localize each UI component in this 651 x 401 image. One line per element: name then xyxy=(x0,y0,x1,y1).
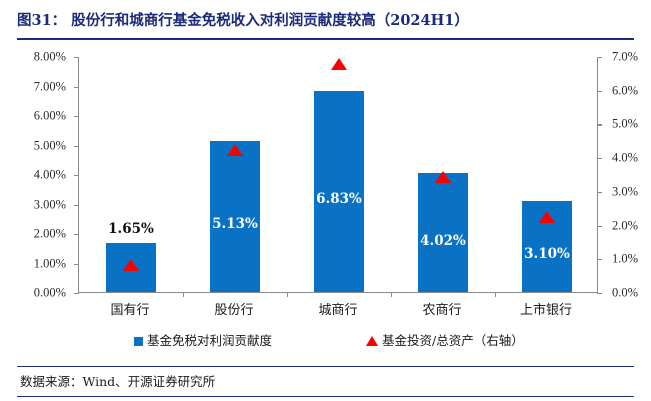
right-axis-tick xyxy=(597,90,602,92)
left-axis-tick xyxy=(74,293,79,295)
left-axis-tick-label: 2.00% xyxy=(33,226,66,241)
data-marker-triangle[interactable] xyxy=(435,171,451,184)
right-axis-tick xyxy=(597,293,602,295)
left-axis-tick-label: 0.00% xyxy=(33,285,66,300)
bar-value-label: 3.10% xyxy=(524,246,570,263)
plot-area: 1.65% 5.13% 6.83% 4.02% 3.10% xyxy=(74,57,602,297)
left-axis-tick-label: 4.00% xyxy=(33,167,66,182)
bar[interactable] xyxy=(314,90,364,292)
legend-item-bars: 基金免税对利润贡献度 xyxy=(134,333,272,349)
right-axis-tick-label: 7.0% xyxy=(612,49,639,64)
right-axis-tick-label: 6.0% xyxy=(612,83,639,98)
left-axis-tick xyxy=(74,116,79,118)
left-axis-tick xyxy=(74,234,79,236)
title-divider xyxy=(17,38,634,40)
x-axis-tick xyxy=(495,292,497,297)
right-axis-tick-label: 2.0% xyxy=(612,218,639,233)
right-axis-tick xyxy=(597,191,602,194)
x-axis-tick xyxy=(183,292,185,297)
bar[interactable] xyxy=(210,140,260,292)
right-axis-tick-label: 4.0% xyxy=(612,150,639,165)
right-axis-tick xyxy=(597,57,602,59)
left-axis-labels: 0.00% 1.00% 2.00% 3.00% 4.00% 5.00% 6.00% 7.00%… xyxy=(12,50,72,300)
x-axis-category-label: 上市银行 xyxy=(519,303,572,318)
left-axis-tick xyxy=(74,57,79,59)
legend-triangle-icon xyxy=(366,336,378,346)
bar[interactable] xyxy=(418,173,468,292)
bar-value-label: 5.13% xyxy=(212,216,258,233)
bar-value-label: 4.02% xyxy=(420,232,466,249)
left-axis-tick-label: 1.00% xyxy=(33,256,66,270)
left-axis-tick xyxy=(74,86,79,88)
right-axis-tick xyxy=(597,158,602,160)
data-marker-triangle[interactable] xyxy=(539,211,555,224)
right-axis-tick xyxy=(597,124,602,126)
figure-title-block: 图31： 股份行和城商行基金免税收入对利润贡献度较高（2024H1） xyxy=(17,11,634,41)
right-axis-tick-label: 0.0% xyxy=(612,285,639,300)
left-axis-tick-label: 8.00% xyxy=(33,49,66,64)
right-axis-tick xyxy=(597,225,602,227)
x-axis-category-labels: 国有行 股份行 城商行 农商行 上市银行 xyxy=(78,299,598,321)
bar-value-label: 1.65% xyxy=(108,221,154,238)
left-axis-tick-label: 7.00% xyxy=(33,79,66,93)
left-axis-tick-label: 3.00% xyxy=(33,197,66,211)
legend-square-icon xyxy=(134,336,143,346)
right-axis-tick-label: 3.0% xyxy=(612,184,639,199)
left-axis-tick xyxy=(74,175,79,177)
data-marker-triangle[interactable] xyxy=(123,259,139,272)
x-axis-category-label: 农商行 xyxy=(422,303,462,318)
source-note: 数据来源：Wind、开源证券研究所 xyxy=(20,374,216,389)
left-axis-tick-label: 5.00% xyxy=(33,138,66,152)
chart-legend: 基金免税对利润贡献度 基金投资/总资产（右轴） xyxy=(78,333,598,355)
x-axis-tick xyxy=(391,292,393,297)
x-axis-category-label: 股份行 xyxy=(214,303,254,318)
right-axis-tick-label: 1.0% xyxy=(612,251,639,266)
bar-value-label: 6.83% xyxy=(316,191,362,208)
x-axis-category-label: 国有行 xyxy=(110,303,150,318)
data-marker-triangle[interactable] xyxy=(227,144,243,157)
legend-label-markers: 基金投资/总资产（右轴） xyxy=(382,333,524,348)
legend-label-bars: 基金免税对利润贡献度 xyxy=(147,333,273,348)
data-marker-triangle[interactable] xyxy=(331,57,347,70)
left-axis-tick xyxy=(74,145,79,147)
page-title: 图31： 股份行和城商行基金免税收入对利润贡献度较高（2024H1） xyxy=(17,12,469,29)
footer-divider-top xyxy=(17,366,634,367)
left-axis-tick xyxy=(74,263,79,265)
right-axis-labels: 0.0% 1.0% 2.0% 3.0% 4.0% 5.0% 6.0% 7.0% xyxy=(606,50,651,300)
x-axis-category-label: 城商行 xyxy=(318,303,358,318)
x-axis-tick xyxy=(287,292,289,297)
legend-item-markers: 基金投资/总资产（右轴） xyxy=(366,333,524,349)
left-axis-tick xyxy=(74,204,79,206)
left-axis-tick-label: 6.00% xyxy=(33,108,66,123)
right-axis-tick xyxy=(597,259,602,261)
right-axis-tick-label: 5.0% xyxy=(612,116,639,131)
footer-divider-bottom xyxy=(17,396,634,397)
